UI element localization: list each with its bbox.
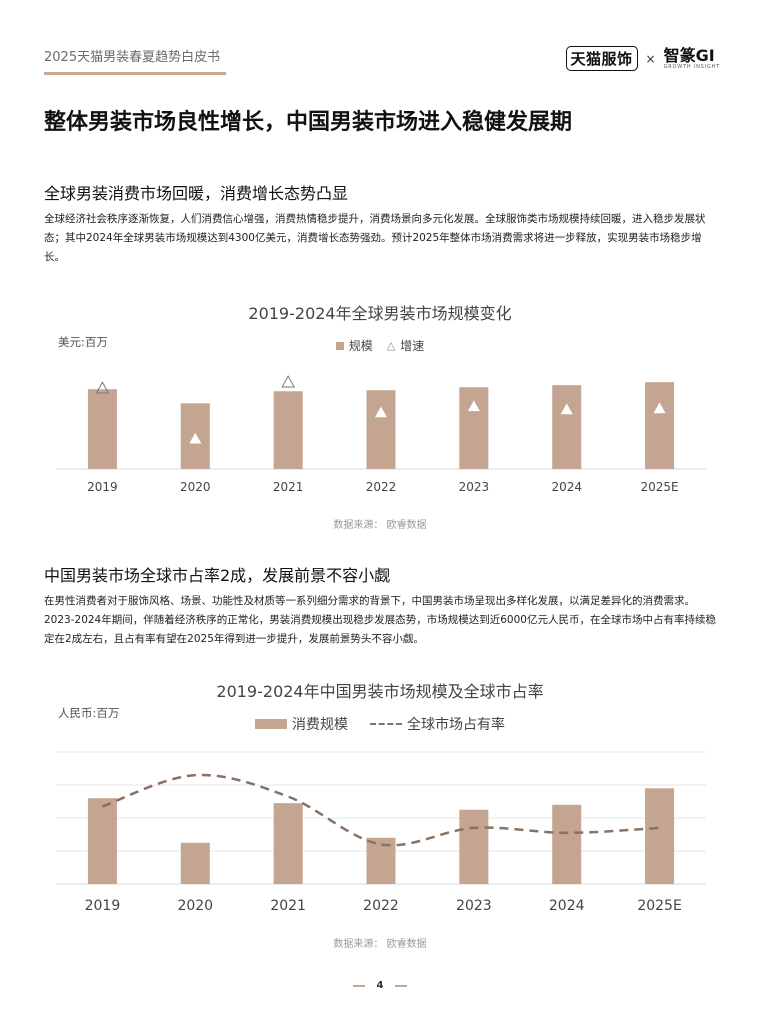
section-paragraph-china: 在男性消费者对于服饰风格、场景、功能性及材质等一系列细分需求的背景下，中国男装市…: [44, 595, 716, 645]
chart-unit-global: 美元:百万: [58, 335, 108, 349]
legend-item-share: 全球市场占有率: [370, 714, 505, 734]
chart-title-china: 2019-2024年中国男装市场规模及全球市占率: [216, 682, 544, 701]
page-footer: 4: [0, 980, 760, 991]
zhizhuan-logo: 智篆GI GROWTH INSIGHT: [664, 47, 720, 70]
chart-legend-china: 消费规模 全球市场占有率: [0, 714, 760, 734]
bar: [87, 389, 117, 469]
chart-global-menswear: 2019 2020 2021 2022 2023 2024 2025E: [56, 375, 706, 494]
x-tick-label: 2022: [366, 480, 397, 494]
legend-item-scale: 规模: [335, 337, 373, 354]
bar: [552, 804, 582, 884]
title-underline: [44, 72, 226, 75]
growth-marker: [281, 375, 295, 388]
x-tick-label: 2021: [270, 898, 306, 914]
footer-dash-right: [395, 984, 408, 987]
chart-legend-global: 规模 △ 增速: [0, 337, 760, 354]
bar: [552, 385, 582, 469]
page-number: 4: [376, 980, 384, 991]
bar: [273, 803, 303, 884]
bar: [87, 798, 117, 884]
tmall-logo: 天猫服饰: [565, 46, 638, 71]
x-tick-label: 2019: [87, 480, 118, 494]
growth-marker: [189, 432, 202, 444]
bar: [459, 387, 489, 469]
zhizhuan-logo-text: 智篆GI: [663, 46, 715, 65]
section-heading-global: 全球男装消费市场回暖，消费增长态势凸显: [44, 184, 349, 203]
chart-unit-china: 人民币:百万: [58, 706, 120, 720]
legend-swatch-bar: [255, 719, 287, 729]
legend-item-growth: △ 增速: [387, 337, 424, 354]
chart-china-menswear: 2019 2020 2021 2022 2023 2024 2025E: [56, 751, 706, 914]
section-heading-china: 中国男装市场全球市占率2成，发展前景不容小觑: [44, 566, 391, 585]
legend-swatch-dashed-line: [370, 723, 402, 725]
share-line: [102, 773, 660, 847]
legend-item-consumption: 消费规模: [255, 714, 348, 734]
x-tick-label: 2019: [85, 898, 121, 914]
legend-label-share: 全球市场占有率: [407, 717, 505, 733]
bar: [180, 842, 210, 884]
growth-marker: [467, 400, 480, 412]
chart-source-global: 数据来源： 欧睿数据: [333, 520, 427, 531]
x-tick-label: 2024: [549, 898, 585, 914]
bar: [366, 390, 396, 469]
footer-dash-left: [352, 984, 365, 987]
document-title: 2025天猫男装春夏趋势白皮书: [44, 50, 221, 65]
x-tick-label: 2025E: [637, 898, 681, 914]
section-paragraph-global: 全球经济社会秩序逐渐恢复，人们消费信心增强，消费热情稳步提升，消费场景向多元化发…: [44, 213, 706, 263]
growth-marker: [560, 403, 573, 415]
growth-marker: [375, 406, 387, 418]
main-heading: 整体男装市场良性增长，中国男装市场进入稳健发展期: [44, 110, 573, 135]
legend-label-growth: 增速: [400, 339, 425, 353]
legend-label-consumption: 消费规模: [292, 717, 348, 733]
bar: [366, 837, 396, 884]
chart-source-china: 数据来源： 欧睿数据: [333, 939, 427, 950]
x-tick-label: 2023: [456, 898, 492, 914]
x-tick-label: 2025E: [641, 480, 679, 494]
logo-separator: ×: [645, 51, 656, 66]
bar: [645, 788, 675, 884]
header-logos: 天猫服饰 × 智篆GI GROWTH INSIGHT: [565, 46, 720, 71]
x-tick-label: 2022: [363, 898, 399, 914]
bar: [459, 809, 489, 884]
x-tick-label: 2023: [459, 480, 490, 494]
chart-title-global: 2019-2024年全球男装市场规模变化: [248, 304, 512, 323]
legend-swatch-square: [335, 341, 344, 350]
bar: [273, 391, 303, 469]
x-tick-label: 2020: [177, 898, 213, 914]
x-tick-label: 2021: [273, 480, 304, 494]
growth-marker: [653, 402, 666, 414]
x-tick-label: 2024: [551, 480, 582, 494]
growth-marker: [95, 381, 110, 394]
bar: [645, 382, 675, 469]
x-tick-label: 2020: [180, 480, 211, 494]
zhizhuan-logo-subtext: GROWTH INSIGHT: [663, 64, 720, 70]
triangle-icon: △: [386, 339, 396, 352]
legend-label-scale: 规模: [348, 339, 373, 353]
